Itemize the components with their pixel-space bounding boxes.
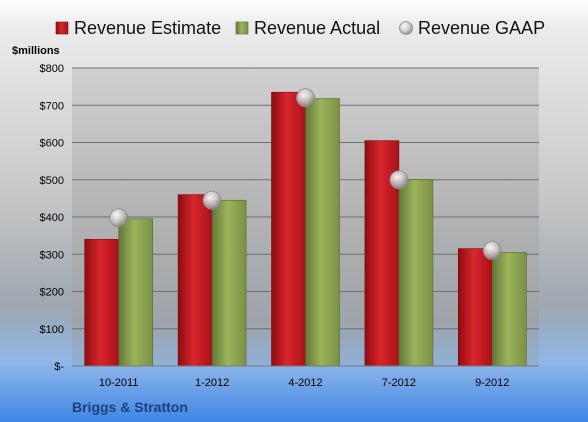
- legend: Revenue Estimate Revenue Actual Revenue GA…: [55, 18, 545, 38]
- legend-label: Revenue GAAP: [418, 18, 545, 38]
- legend-label: Revenue Actual: [254, 18, 380, 38]
- bars: [84, 91, 527, 367]
- y-tick-label: $-: [54, 361, 64, 373]
- bar-revenue-estimate: [457, 248, 493, 367]
- company-name: Briggs & Stratton: [72, 399, 188, 415]
- bar-revenue-estimate: [271, 91, 306, 367]
- y-tick-label: $400: [40, 212, 64, 224]
- y-axis-ticks: $- $100 $200 $300 $400 $500 $600 $700 $800: [40, 63, 65, 373]
- x-tick-label: 4-2012: [288, 377, 322, 389]
- gaap-markers: [109, 88, 502, 260]
- bar-revenue-actual: [118, 218, 153, 367]
- marker-revenue-gaap: [296, 88, 315, 108]
- bar-revenue-estimate: [84, 239, 119, 367]
- marker-revenue-gaap: [202, 190, 222, 210]
- y-tick-label: $100: [40, 324, 64, 336]
- y-tick-label: $800: [40, 63, 64, 75]
- y-axis-unit-label: $millions: [12, 45, 60, 57]
- y-tick-label: $500: [40, 175, 64, 187]
- bar-revenue-actual: [491, 252, 527, 367]
- y-tick-label: $200: [40, 287, 64, 299]
- x-axis-ticks: 10-2011 1-2012 4-2012 7-2012 9-2012: [99, 377, 510, 389]
- legend-swatch-gaap: [399, 21, 413, 35]
- bar-revenue-estimate: [177, 194, 213, 367]
- legend-label: Revenue Estimate: [74, 18, 221, 38]
- x-tick-label: 9-2012: [475, 377, 509, 389]
- bar-revenue-actual: [305, 98, 340, 367]
- legend-swatch-actual: [235, 21, 249, 35]
- marker-revenue-gaap: [482, 241, 502, 260]
- y-tick-label: $300: [40, 249, 64, 261]
- marker-revenue-gaap: [389, 170, 409, 190]
- x-tick-label: 10-2011: [99, 377, 139, 389]
- bar-revenue-actual: [398, 179, 434, 367]
- x-tick-label: 7-2012: [382, 377, 416, 389]
- legend-swatch-estimate: [55, 21, 69, 35]
- y-tick-label: $600: [40, 138, 64, 150]
- marker-revenue-gaap: [109, 208, 129, 228]
- y-tick-label: $700: [40, 100, 64, 112]
- bar-revenue-actual: [211, 199, 247, 367]
- x-tick-label: 1-2012: [195, 377, 229, 389]
